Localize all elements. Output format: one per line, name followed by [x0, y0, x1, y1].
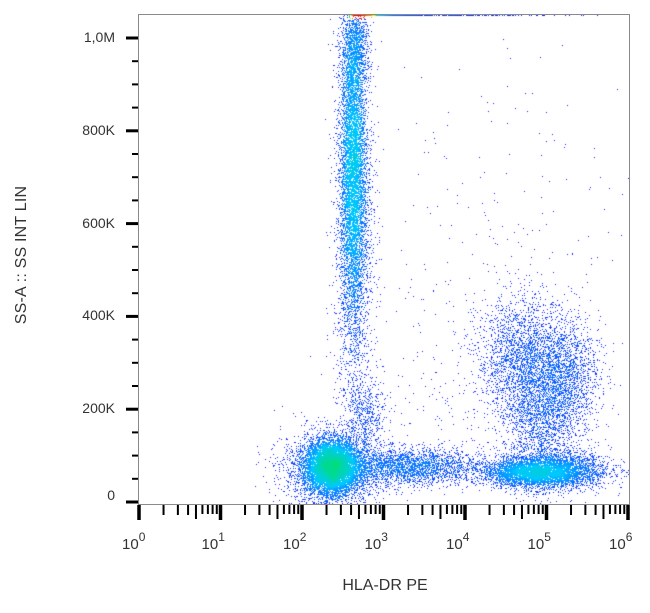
x-tick-label: 102	[283, 530, 307, 553]
x-tick-exponent: 3	[381, 530, 388, 544]
x-tick-exponent: 5	[544, 530, 551, 544]
x-tick-label: 106	[609, 530, 633, 553]
x-tick-label: 103	[364, 530, 388, 553]
x-tick-label: 101	[201, 530, 225, 553]
x-axis-label: HLA-DR PE	[342, 577, 428, 594]
y-tick-label: 200K	[82, 400, 115, 417]
y-tick-label: 800K	[82, 121, 115, 138]
x-tick-base: 10	[527, 536, 545, 553]
x-tick-label: 104	[446, 530, 470, 553]
x-tick-exponent: 1	[218, 530, 225, 544]
x-tick-base: 10	[201, 536, 219, 553]
x-tick-base: 10	[283, 536, 300, 553]
density-dot-plot	[139, 15, 629, 504]
x-tick-exponent: 4	[462, 530, 470, 544]
y-tick-label: 400K	[82, 307, 115, 324]
y-tick-label: 0	[107, 487, 115, 503]
x-tick-base: 10	[122, 536, 139, 553]
x-tick-base: 10	[446, 536, 463, 553]
x-tick-base: 10	[364, 536, 382, 553]
x-tick-exponent: 2	[299, 530, 307, 544]
x-tick-label: 100	[122, 530, 146, 553]
x-tick-exponent: 0	[138, 530, 146, 544]
y-axis-label: SS-A :: SS INT LIN	[13, 185, 30, 325]
x-tick-base: 10	[609, 536, 626, 553]
x-tick-exponent: 6	[625, 530, 633, 544]
y-tick-label: 600K	[82, 214, 115, 231]
y-tick-label: 1,0M	[83, 29, 115, 45]
x-tick-label: 105	[527, 530, 551, 553]
